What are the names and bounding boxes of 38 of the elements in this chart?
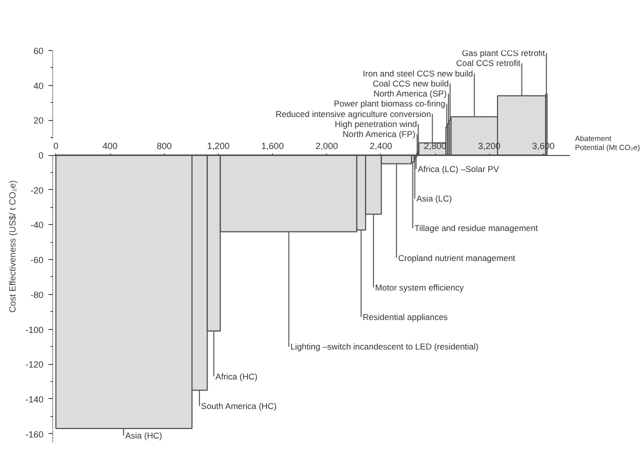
annotation: High penetration wind [334, 119, 418, 129]
y-tick-label: -20 [30, 185, 44, 196]
y-tick-label: 60 [33, 46, 44, 56]
annotation: Motor system efficiency [375, 282, 464, 292]
x-tick-label: 1,600 [261, 141, 284, 152]
y-tick-label: -160 [25, 429, 44, 440]
x-tick-label: 1,200 [207, 141, 230, 152]
x-tick-label: 2,000 [315, 141, 338, 152]
x-tick-label: 2,400 [370, 141, 392, 152]
y-tick-label: -80 [30, 290, 44, 300]
annotation: Residential appliances [362, 312, 448, 322]
y-tick-label: 20 [33, 116, 44, 126]
y-tick-label: -60 [30, 255, 44, 266]
annotation: Africa (LC) –Solar PV [418, 164, 500, 174]
annotation: Lighting –switch incandescent to LED (residential) [290, 342, 479, 352]
y-tick-label: -40 [30, 220, 44, 230]
annotation: South America (HC) [201, 400, 277, 411]
x-tick-label: 800 [156, 141, 172, 152]
annotation: Asia (HC) [125, 430, 162, 441]
annotation: Coal CCS retrofit [456, 58, 522, 68]
annotation: Power plant biomass co-firing [334, 98, 446, 109]
x-tick-label: 400 [102, 141, 118, 152]
annotation: Reduced intensive agriculture conversion [276, 108, 432, 119]
x-tick-label: 0 [53, 141, 58, 152]
annotation: Tillage and residue management [414, 223, 538, 234]
annotation: North America (FP) [342, 129, 416, 140]
annotation: Cropland nutrient management [398, 252, 516, 263]
y-tick-label: 40 [33, 80, 44, 91]
y-tick-label: -120 [25, 360, 44, 370]
annotation: North America (SP) [373, 88, 447, 99]
y-tick-label: 0 [38, 150, 44, 161]
y-axis-title: Cost Effectiveness (US$/ t CO₂e) [7, 180, 18, 313]
y-tick-label: -100 [25, 324, 44, 335]
annotation: Africa (HC) [215, 371, 258, 382]
annotation: Coal CCS new build [372, 78, 450, 88]
y-tick-label: -140 [25, 394, 44, 404]
annotation: Iron and steel CCS new build [362, 68, 474, 78]
annotation: Asia (LC) [416, 194, 452, 204]
